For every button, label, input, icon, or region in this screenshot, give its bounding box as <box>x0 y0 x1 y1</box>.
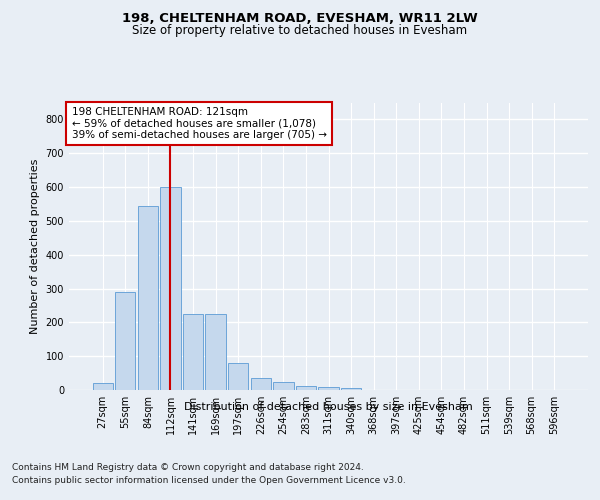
Text: Distribution of detached houses by size in Evesham: Distribution of detached houses by size … <box>184 402 473 412</box>
Text: 198 CHELTENHAM ROAD: 121sqm
← 59% of detached houses are smaller (1,078)
39% of : 198 CHELTENHAM ROAD: 121sqm ← 59% of det… <box>71 107 326 140</box>
Text: 198, CHELTENHAM ROAD, EVESHAM, WR11 2LW: 198, CHELTENHAM ROAD, EVESHAM, WR11 2LW <box>122 12 478 26</box>
Bar <box>183 314 203 390</box>
Bar <box>205 314 226 390</box>
Bar <box>273 382 293 390</box>
Bar <box>92 383 113 390</box>
Bar <box>251 378 271 390</box>
Bar <box>160 187 181 390</box>
Bar <box>341 388 361 390</box>
Text: Contains HM Land Registry data © Crown copyright and database right 2024.: Contains HM Land Registry data © Crown c… <box>12 462 364 471</box>
Bar <box>319 388 338 390</box>
Bar <box>115 292 136 390</box>
Bar <box>138 206 158 390</box>
Bar <box>296 386 316 390</box>
Text: Size of property relative to detached houses in Evesham: Size of property relative to detached ho… <box>133 24 467 37</box>
Text: Contains public sector information licensed under the Open Government Licence v3: Contains public sector information licen… <box>12 476 406 485</box>
Y-axis label: Number of detached properties: Number of detached properties <box>30 158 40 334</box>
Bar <box>228 363 248 390</box>
